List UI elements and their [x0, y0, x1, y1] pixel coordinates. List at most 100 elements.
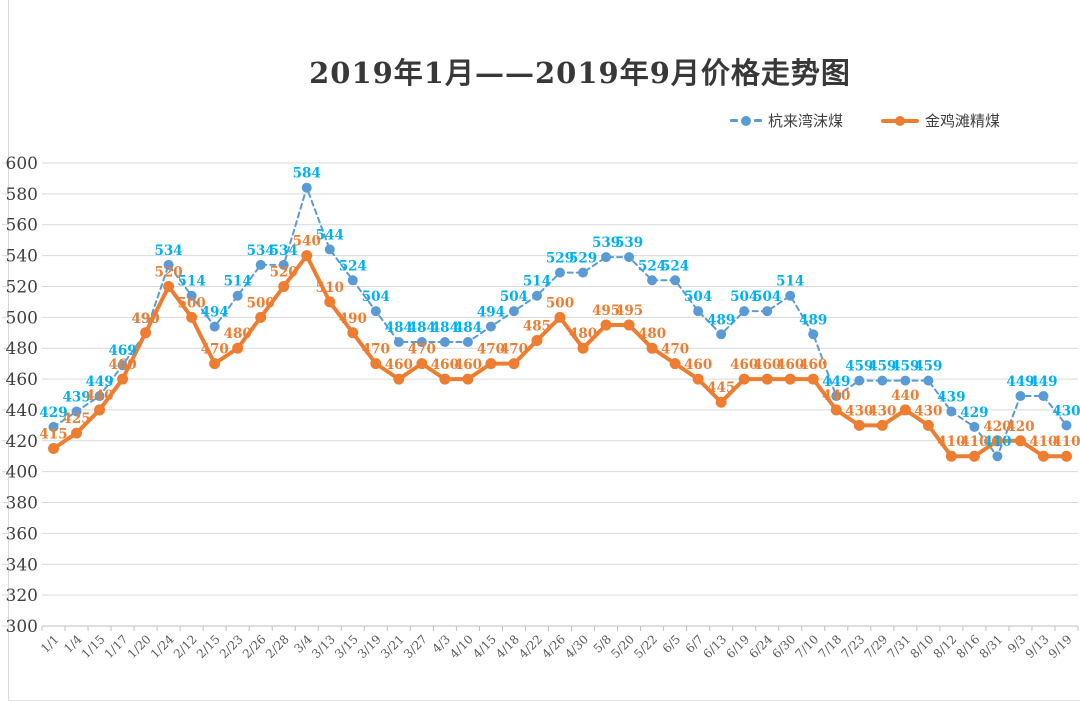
data-label: 420 — [983, 419, 1011, 435]
data-point — [278, 259, 289, 270]
data-point — [716, 329, 727, 340]
data-label: 495 — [615, 303, 643, 319]
data-label: 410 — [960, 434, 988, 450]
data-label: 460 — [799, 357, 827, 373]
data-label: 534 — [155, 243, 183, 259]
data-point — [946, 406, 957, 417]
data-label: 504 — [500, 289, 528, 305]
data-label: 529 — [546, 251, 574, 267]
data-point — [762, 306, 773, 317]
x-tick-label: 1/24 — [148, 632, 177, 661]
legend-item-jingmei[interactable]: 金鸡滩精煤 — [881, 110, 1000, 131]
data-point — [831, 391, 842, 402]
data-label: 484 — [408, 320, 436, 336]
data-label: 480 — [224, 326, 252, 342]
data-point — [232, 342, 244, 354]
data-label: 504 — [684, 289, 712, 305]
data-label: 430 — [1052, 403, 1080, 419]
data-point — [255, 259, 266, 270]
legend-label: 杭来湾沫煤 — [768, 112, 844, 130]
data-point — [785, 290, 796, 301]
x-tick-label: 4/22 — [516, 632, 545, 661]
data-point — [462, 337, 473, 348]
x-tick-label: 8/10 — [908, 632, 937, 661]
data-point — [738, 373, 750, 385]
data-point — [923, 375, 934, 386]
data-point — [623, 319, 635, 331]
y-tick-label: 440 — [6, 401, 38, 421]
data-label: 484 — [454, 320, 482, 336]
data-point — [807, 373, 819, 385]
series-labels-1: 4154254404604905205004704805005205405104… — [39, 234, 1080, 451]
data-label: 520 — [155, 264, 183, 280]
x-tick-label: 2/28 — [263, 632, 292, 661]
data-point — [830, 404, 842, 416]
data-point — [693, 306, 704, 317]
data-label: 430 — [868, 403, 896, 419]
data-label: 460 — [385, 357, 413, 373]
data-point — [117, 360, 128, 371]
data-point — [1015, 391, 1026, 402]
data-point — [416, 337, 427, 348]
data-label: 410 — [1052, 434, 1080, 450]
data-point — [186, 290, 197, 301]
data-point — [347, 327, 359, 339]
x-tick-label: 6/13 — [700, 632, 729, 661]
data-label: 539 — [592, 235, 620, 251]
y-tick-label: 580 — [6, 185, 38, 205]
x-tick-label: 3/19 — [355, 632, 384, 661]
data-label: 460 — [684, 357, 712, 373]
data-label: 534 — [247, 243, 275, 259]
x-tick-label: 3/21 — [378, 632, 407, 661]
data-point — [877, 375, 888, 386]
data-point — [692, 373, 704, 385]
data-label: 440 — [891, 388, 919, 404]
data-point — [555, 267, 565, 278]
data-point — [624, 252, 635, 263]
y-tick-label: 600 — [6, 154, 38, 174]
y-tick-label: 480 — [6, 339, 38, 359]
data-label: 495 — [592, 303, 620, 319]
x-tick-label: 2/26 — [240, 632, 269, 661]
data-point — [1038, 391, 1049, 402]
legend-item-humei[interactable]: 杭来湾沫煤 — [730, 110, 843, 131]
data-label: 500 — [546, 295, 574, 311]
data-point — [853, 419, 865, 431]
data-point — [94, 391, 105, 402]
x-tick-label: 7/18 — [815, 632, 844, 661]
data-label: 489 — [707, 312, 735, 328]
data-point — [670, 275, 681, 286]
data-point — [945, 450, 957, 462]
data-point — [784, 373, 796, 385]
y-tick-label: 560 — [6, 216, 38, 236]
data-label: 484 — [385, 320, 413, 336]
data-point — [163, 280, 175, 292]
data-label: 429 — [39, 405, 67, 421]
data-label: 514 — [224, 274, 252, 290]
data-label: 410 — [983, 434, 1011, 450]
data-label: 445 — [707, 380, 735, 396]
data-label: 500 — [178, 295, 206, 311]
data-label: 460 — [431, 357, 459, 373]
data-label: 439 — [937, 389, 965, 405]
data-label: 470 — [500, 342, 528, 358]
data-label: 490 — [132, 311, 160, 327]
data-point — [324, 296, 336, 308]
data-point — [669, 358, 681, 370]
data-point — [209, 321, 220, 332]
data-point — [508, 306, 519, 317]
data-label: 504 — [730, 289, 758, 305]
data-label: 460 — [108, 357, 136, 373]
data-label: 470 — [362, 342, 390, 358]
x-tick-label: 7/29 — [861, 632, 890, 661]
data-point — [140, 327, 152, 339]
data-label: 410 — [1029, 434, 1057, 450]
data-point — [900, 375, 911, 386]
data-point — [577, 342, 589, 354]
x-tick-label: 9/19 — [1046, 632, 1075, 661]
legend-label: 金鸡滩精煤 — [925, 112, 1001, 130]
y-tick-label: 300 — [6, 617, 38, 637]
data-label: 459 — [868, 359, 896, 375]
data-label: 460 — [730, 357, 758, 373]
